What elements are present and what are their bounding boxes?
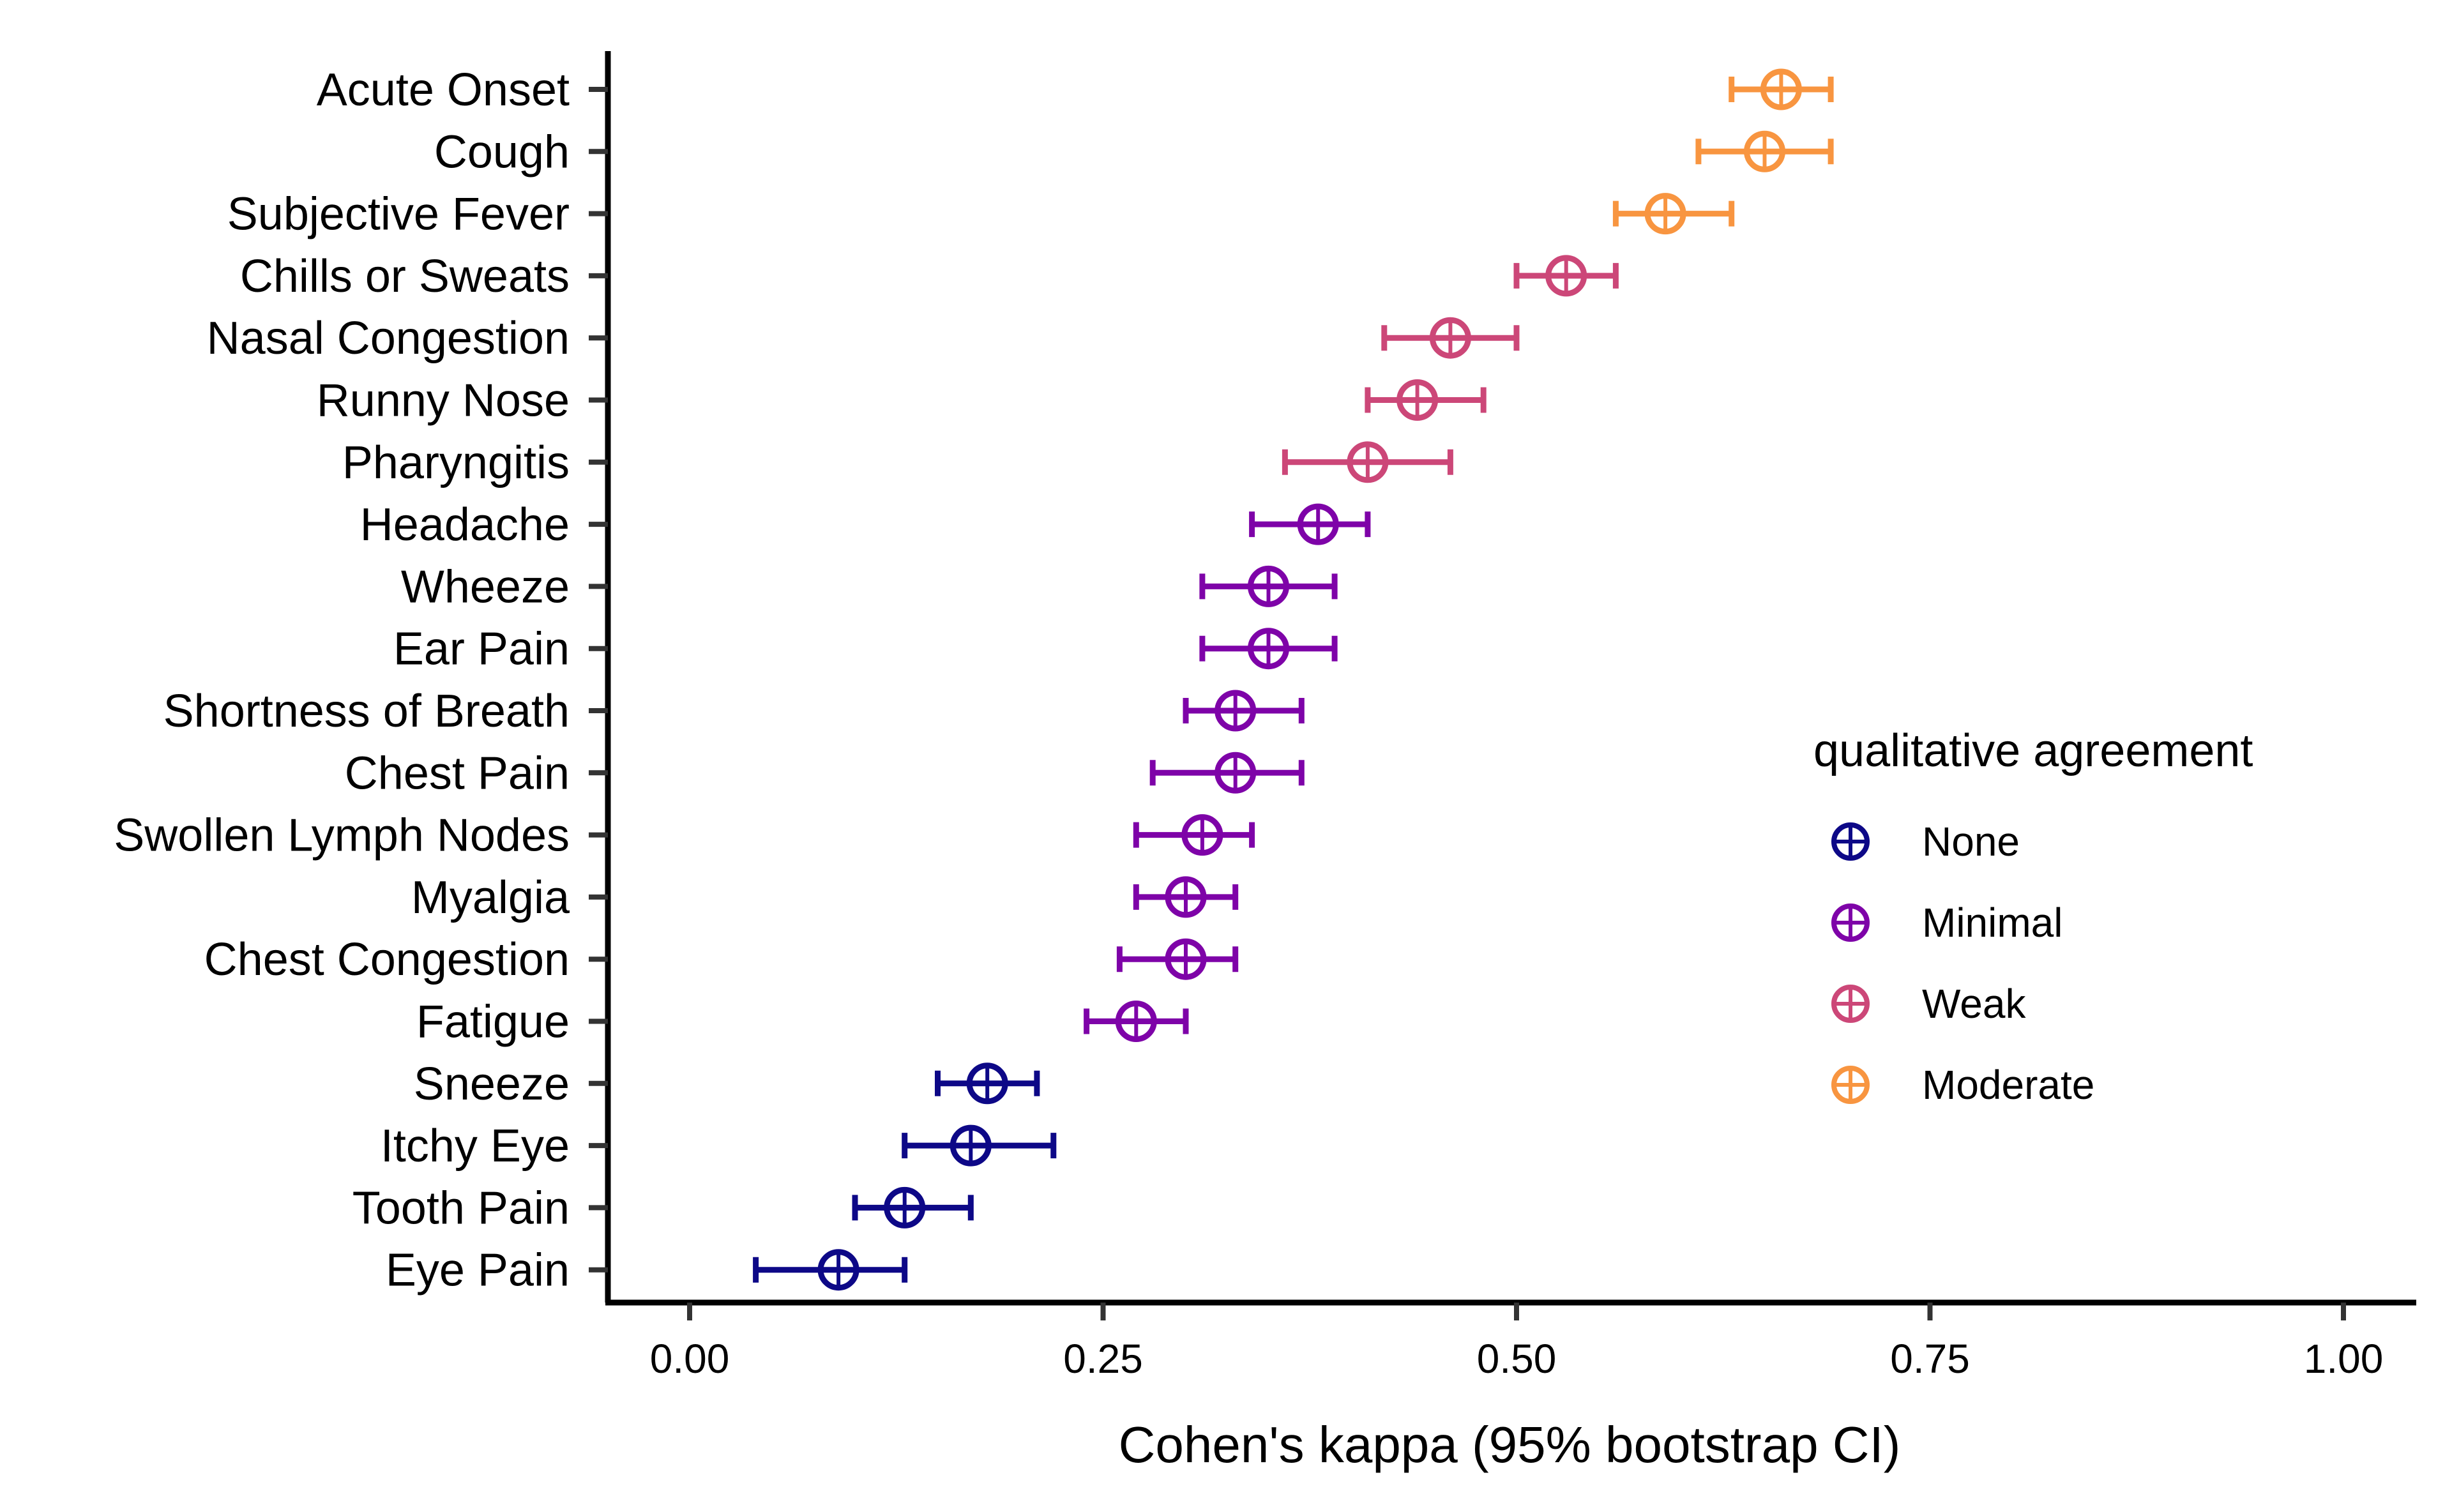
y-tick-label-runny-nose: Runny Nose	[317, 375, 570, 427]
point-cough	[1695, 130, 1834, 172]
point-tooth-pain	[852, 1186, 974, 1228]
legend-entry-minimal: Minimal	[1831, 900, 2062, 946]
y-tick-label-myalgia: Myalgia	[411, 872, 570, 923]
y-ticks: Acute Onset Cough Subjective Fever Chills o…	[114, 64, 608, 1296]
x-tick-label: 0.25	[1063, 1336, 1143, 1382]
legend-label: Moderate	[1922, 1062, 2094, 1108]
point-pharyngitis	[1282, 441, 1453, 483]
point-fatigue	[1084, 1001, 1189, 1042]
y-tick-label-acute-onset: Acute Onset	[317, 64, 570, 116]
point-headache	[1249, 503, 1371, 545]
point-wheeze	[1199, 565, 1338, 607]
point-ear-pain	[1199, 628, 1338, 670]
y-tick-label-chills-or-sweats: Chills or Sweats	[240, 251, 570, 302]
legend-title: qualitative agreement	[1813, 725, 2253, 776]
point-shortness-of-breath	[1183, 690, 1305, 732]
legend-label: Minimal	[1922, 900, 2062, 946]
point-chills-or-sweats	[1513, 255, 1619, 297]
y-tick-label-shortness-of-breath: Shortness of Breath	[163, 686, 570, 737]
point-swollen-lymph-nodes	[1133, 814, 1255, 856]
y-tick-label-pharyngitis: Pharyngitis	[342, 437, 570, 488]
y-tick-label-ear-pain: Ear Pain	[393, 624, 570, 675]
point-runny-nose	[1365, 379, 1487, 421]
legend-label: None	[1922, 819, 2020, 865]
y-tick-label-nasal-congestion: Nasal Congestion	[207, 313, 570, 364]
legend-entries: None Minimal Weak Moderate	[1831, 819, 2094, 1108]
point-eye-pain	[753, 1249, 908, 1291]
y-tick-label-tooth-pain: Tooth Pain	[352, 1183, 570, 1234]
x-axis-title: Cohen's kappa (95% bootstrap CI)	[1119, 1416, 1901, 1473]
y-tick-label-headache: Headache	[360, 499, 570, 550]
x-tick-label: 0.50	[1477, 1336, 1557, 1382]
x-tick-label: 0.00	[650, 1336, 730, 1382]
legend-entry-none: None	[1831, 819, 2020, 865]
y-tick-label-eye-pain: Eye Pain	[386, 1245, 570, 1296]
axes	[605, 51, 2416, 1306]
x-tick-label: 0.75	[1890, 1336, 1970, 1382]
y-tick-label-itchy-eye: Itchy Eye	[381, 1121, 570, 1172]
legend: qualitative agreement None Minimal Weak Mod…	[1813, 725, 2253, 1108]
point-itchy-eye	[902, 1124, 1057, 1167]
legend-entry-moderate: Moderate	[1831, 1062, 2094, 1108]
y-tick-label-swollen-lymph-nodes: Swollen Lymph Nodes	[114, 810, 570, 861]
x-ticks: 0.00 0.25 0.50 0.75 1.00	[650, 1303, 2384, 1382]
x-tick-label: 1.00	[2304, 1336, 2384, 1382]
y-tick-label-cough: Cough	[434, 126, 570, 178]
y-tick-label-fatigue: Fatigue	[416, 997, 570, 1048]
legend-entry-weak: Weak	[1831, 981, 2026, 1027]
point-chest-pain	[1149, 752, 1305, 794]
y-tick-label-chest-congestion: Chest Congestion	[204, 934, 570, 985]
point-myalgia	[1133, 876, 1239, 918]
y-tick-label-chest-pain: Chest Pain	[345, 748, 570, 799]
y-tick-label-sneeze: Sneeze	[414, 1059, 570, 1110]
point-chest-congestion	[1116, 938, 1239, 980]
point-acute-onset	[1729, 68, 1834, 110]
y-tick-label-wheeze: Wheeze	[401, 561, 570, 612]
point-subjective-fever	[1612, 193, 1735, 235]
plot-marks	[753, 68, 1834, 1291]
legend-label: Weak	[1922, 981, 2026, 1027]
y-tick-label-subjective-fever: Subjective Fever	[227, 189, 570, 240]
point-nasal-congestion	[1381, 317, 1520, 359]
point-sneeze	[935, 1062, 1040, 1105]
